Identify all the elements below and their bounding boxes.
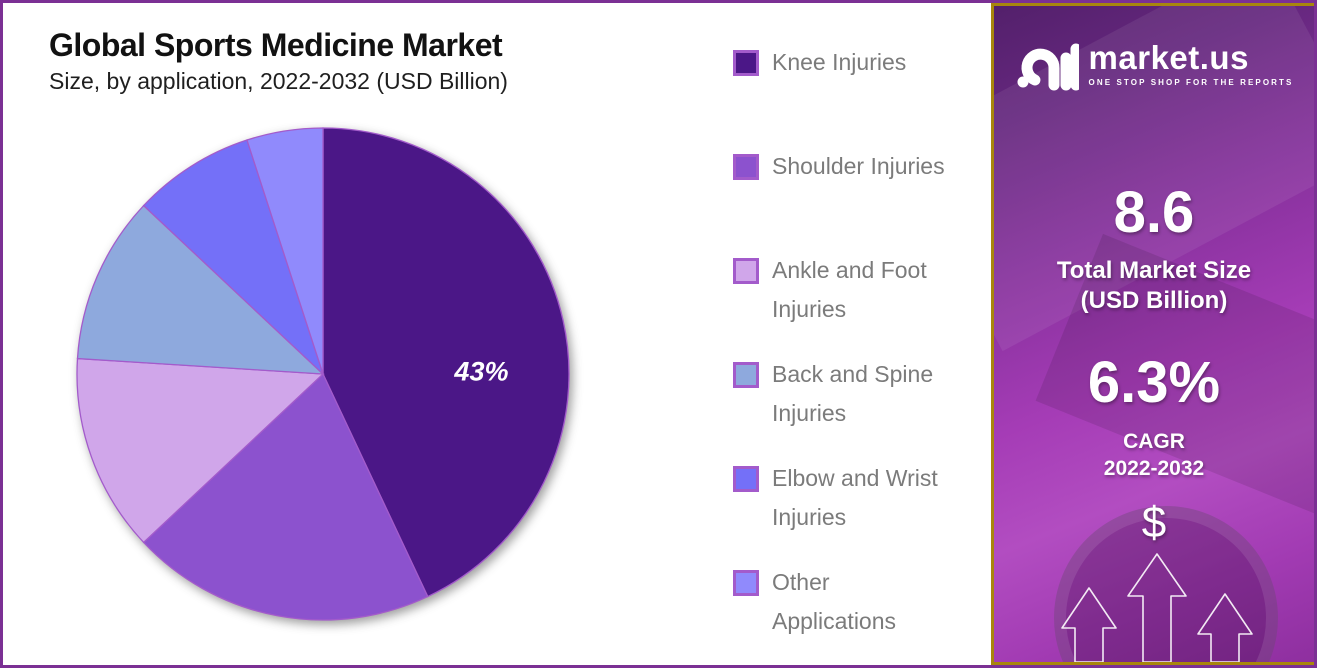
legend-swatch — [733, 154, 759, 180]
brand-name: market.us — [1088, 39, 1249, 76]
legend-label: Shoulder Injuries — [772, 153, 945, 179]
market-size-label-line2: (USD Billion) — [1080, 287, 1228, 314]
chart-header: Global Sports Medicine Market Size, by a… — [49, 27, 689, 95]
pie-slice-elbow-and-wrist-injuries — [142, 139, 324, 375]
pie-slice-ankle-and-foot-injuries — [76, 357, 325, 544]
legend-item-other-applications: Other Applications — [733, 563, 983, 665]
pie-chart: 43% — [76, 127, 570, 621]
chart-subtitle: Size, by application, 2022-2032 (USD Bil… — [49, 67, 508, 94]
legend-item-knee-injuries: Knee Injuries — [733, 43, 983, 147]
brand-text: market.us ONE STOP SHOP FOR THE REPORTS — [1089, 41, 1294, 87]
legend-item-back-and-spine-injuries: Back and Spine Injuries — [733, 355, 983, 459]
pie-slice-back-and-spine-injuries — [76, 204, 325, 375]
cagr-label-line2: 2022-2032 — [1103, 457, 1205, 481]
legend-label: Other Applications — [772, 569, 897, 634]
legend-label: Ankle and Foot Injuries — [772, 257, 927, 322]
growth-arrows-icon — [1061, 553, 1253, 662]
dollar-icon: $ — [1141, 498, 1167, 547]
brand-logo: market.us ONE STOP SHOP FOR THE REPORTS — [994, 36, 1314, 92]
legend-swatch — [733, 570, 759, 596]
legend-label: Knee Injuries — [772, 49, 907, 75]
legend-swatch — [733, 258, 759, 284]
brand-sidebar: market.us ONE STOP SHOP FOR THE REPORTS … — [991, 3, 1314, 665]
cagr-label-line1: CAGR — [1123, 430, 1185, 453]
legend-item-shoulder-injuries: Shoulder Injuries — [733, 147, 983, 251]
legend-swatch — [733, 466, 759, 492]
pie-slice-shoulder-injuries — [142, 372, 429, 621]
legend-label: Elbow and Wrist Injuries — [772, 465, 938, 530]
pie-slice-knee-injuries — [322, 127, 570, 598]
legend-swatch — [733, 362, 759, 388]
market-size-label-line1: Total Market Size — [1056, 257, 1252, 284]
legend-item-ankle-and-foot-injuries: Ankle and Foot Injuries — [733, 251, 983, 355]
chart-legend: Knee Injuries Shoulder Injuries Ankle and … — [733, 43, 983, 665]
market-size-value: 8.6 — [1113, 180, 1195, 245]
logo-mark-icon — [1017, 43, 1079, 91]
cagr-value: 6.3% — [1087, 350, 1221, 415]
brand-tagline: ONE STOP SHOP FOR THE REPORTS — [1088, 78, 1294, 87]
chart-title: Global Sports Medicine Market — [49, 27, 503, 63]
legend-swatch — [733, 50, 759, 76]
pie-data-label: 43% — [453, 357, 508, 387]
legend-label: Back and Spine Injuries — [772, 361, 934, 426]
pie-slice-other-applications — [246, 127, 324, 375]
cagr-label: CAGR 2022-2032 — [994, 428, 1314, 483]
legend-item-elbow-and-wrist-injuries: Elbow and Wrist Injuries — [733, 459, 983, 563]
market-size-label: Total Market Size (USD Billion) — [994, 256, 1314, 316]
